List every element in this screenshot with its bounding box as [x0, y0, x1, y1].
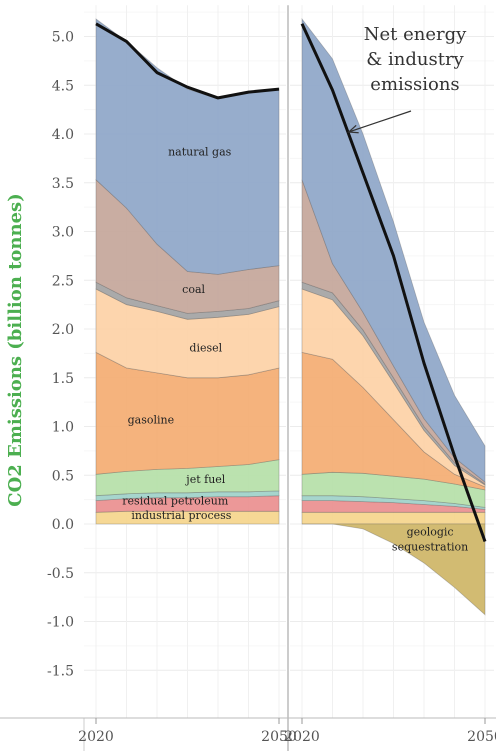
net-emissions-line: [300, 23, 487, 543]
x-tick-label: 2050: [467, 729, 496, 745]
y-tick-label: 0.0: [52, 517, 74, 533]
y-tick-label: -0.5: [47, 566, 74, 582]
series-label: industrial process: [131, 509, 231, 522]
series-label: geologic: [407, 526, 454, 539]
area-coal: [301, 179, 486, 485]
series-label: jet fuel: [184, 473, 226, 486]
y-tick-label: -1.5: [47, 663, 74, 679]
x-tick-label: 2020: [284, 729, 320, 745]
series-label: diesel: [189, 341, 222, 354]
area-geologic-sequestration: [302, 523, 486, 616]
annotation-text: & industry: [366, 49, 464, 70]
net-emissions-line: [95, 22, 280, 100]
y-tick-label: 5.0: [52, 30, 74, 46]
area-jet-fuel: [95, 459, 280, 497]
y-tick-label: 1.0: [52, 420, 74, 436]
area-band-2: [301, 495, 486, 510]
y-tick-label: 3.0: [52, 225, 74, 241]
y-tick-label: 4.5: [52, 78, 74, 94]
x-tick-label: 2050: [261, 729, 297, 745]
area-diesel: [301, 288, 486, 488]
annotation-text: emissions: [370, 74, 459, 95]
area-band-6: [95, 281, 280, 320]
y-tick-label: 3.5: [52, 176, 74, 192]
y-tick-label: -1.0: [47, 615, 74, 631]
area-natural-gas: [95, 18, 280, 275]
series-label: natural gas: [168, 145, 232, 158]
area-band-6: [301, 281, 486, 486]
series-label: sequestration: [392, 540, 468, 553]
y-tick-label: 2.0: [52, 322, 74, 338]
y-tick-label: 2.5: [52, 273, 74, 289]
net-emissions-annotation: Net energy & industry emissions: [347, 24, 467, 134]
panel-baseline: natural gas coal diesel gasoline jet fuel res…: [95, 18, 280, 525]
annotation-text: Net energy: [364, 24, 467, 45]
area-jet-fuel: [301, 471, 486, 508]
x-axis-ticks: 2020205020202050: [78, 718, 496, 745]
series-label: coal: [182, 283, 205, 296]
x-tick-label: 2020: [78, 729, 114, 745]
y-axis-label: CO2 Emissions (billion tonnes): [5, 193, 26, 506]
y-axis-ticks: -1.5 -1.0 -0.5 0.0 0.5 1.0 1.5 2.0 2.5 3.0 3.5 4.0 4…: [47, 30, 74, 680]
series-label: residual petroleum: [122, 495, 229, 508]
y-tick-label: 4.0: [52, 127, 74, 143]
y-tick-label: 0.5: [52, 468, 74, 484]
annotation-arrowhead: [347, 124, 359, 134]
area-gasoline: [301, 351, 486, 491]
annotation-arrow: [348, 110, 412, 133]
series-label: gasoline: [128, 414, 175, 427]
area-industrial-process: [301, 511, 486, 525]
y-tick-label: 1.5: [52, 371, 74, 387]
